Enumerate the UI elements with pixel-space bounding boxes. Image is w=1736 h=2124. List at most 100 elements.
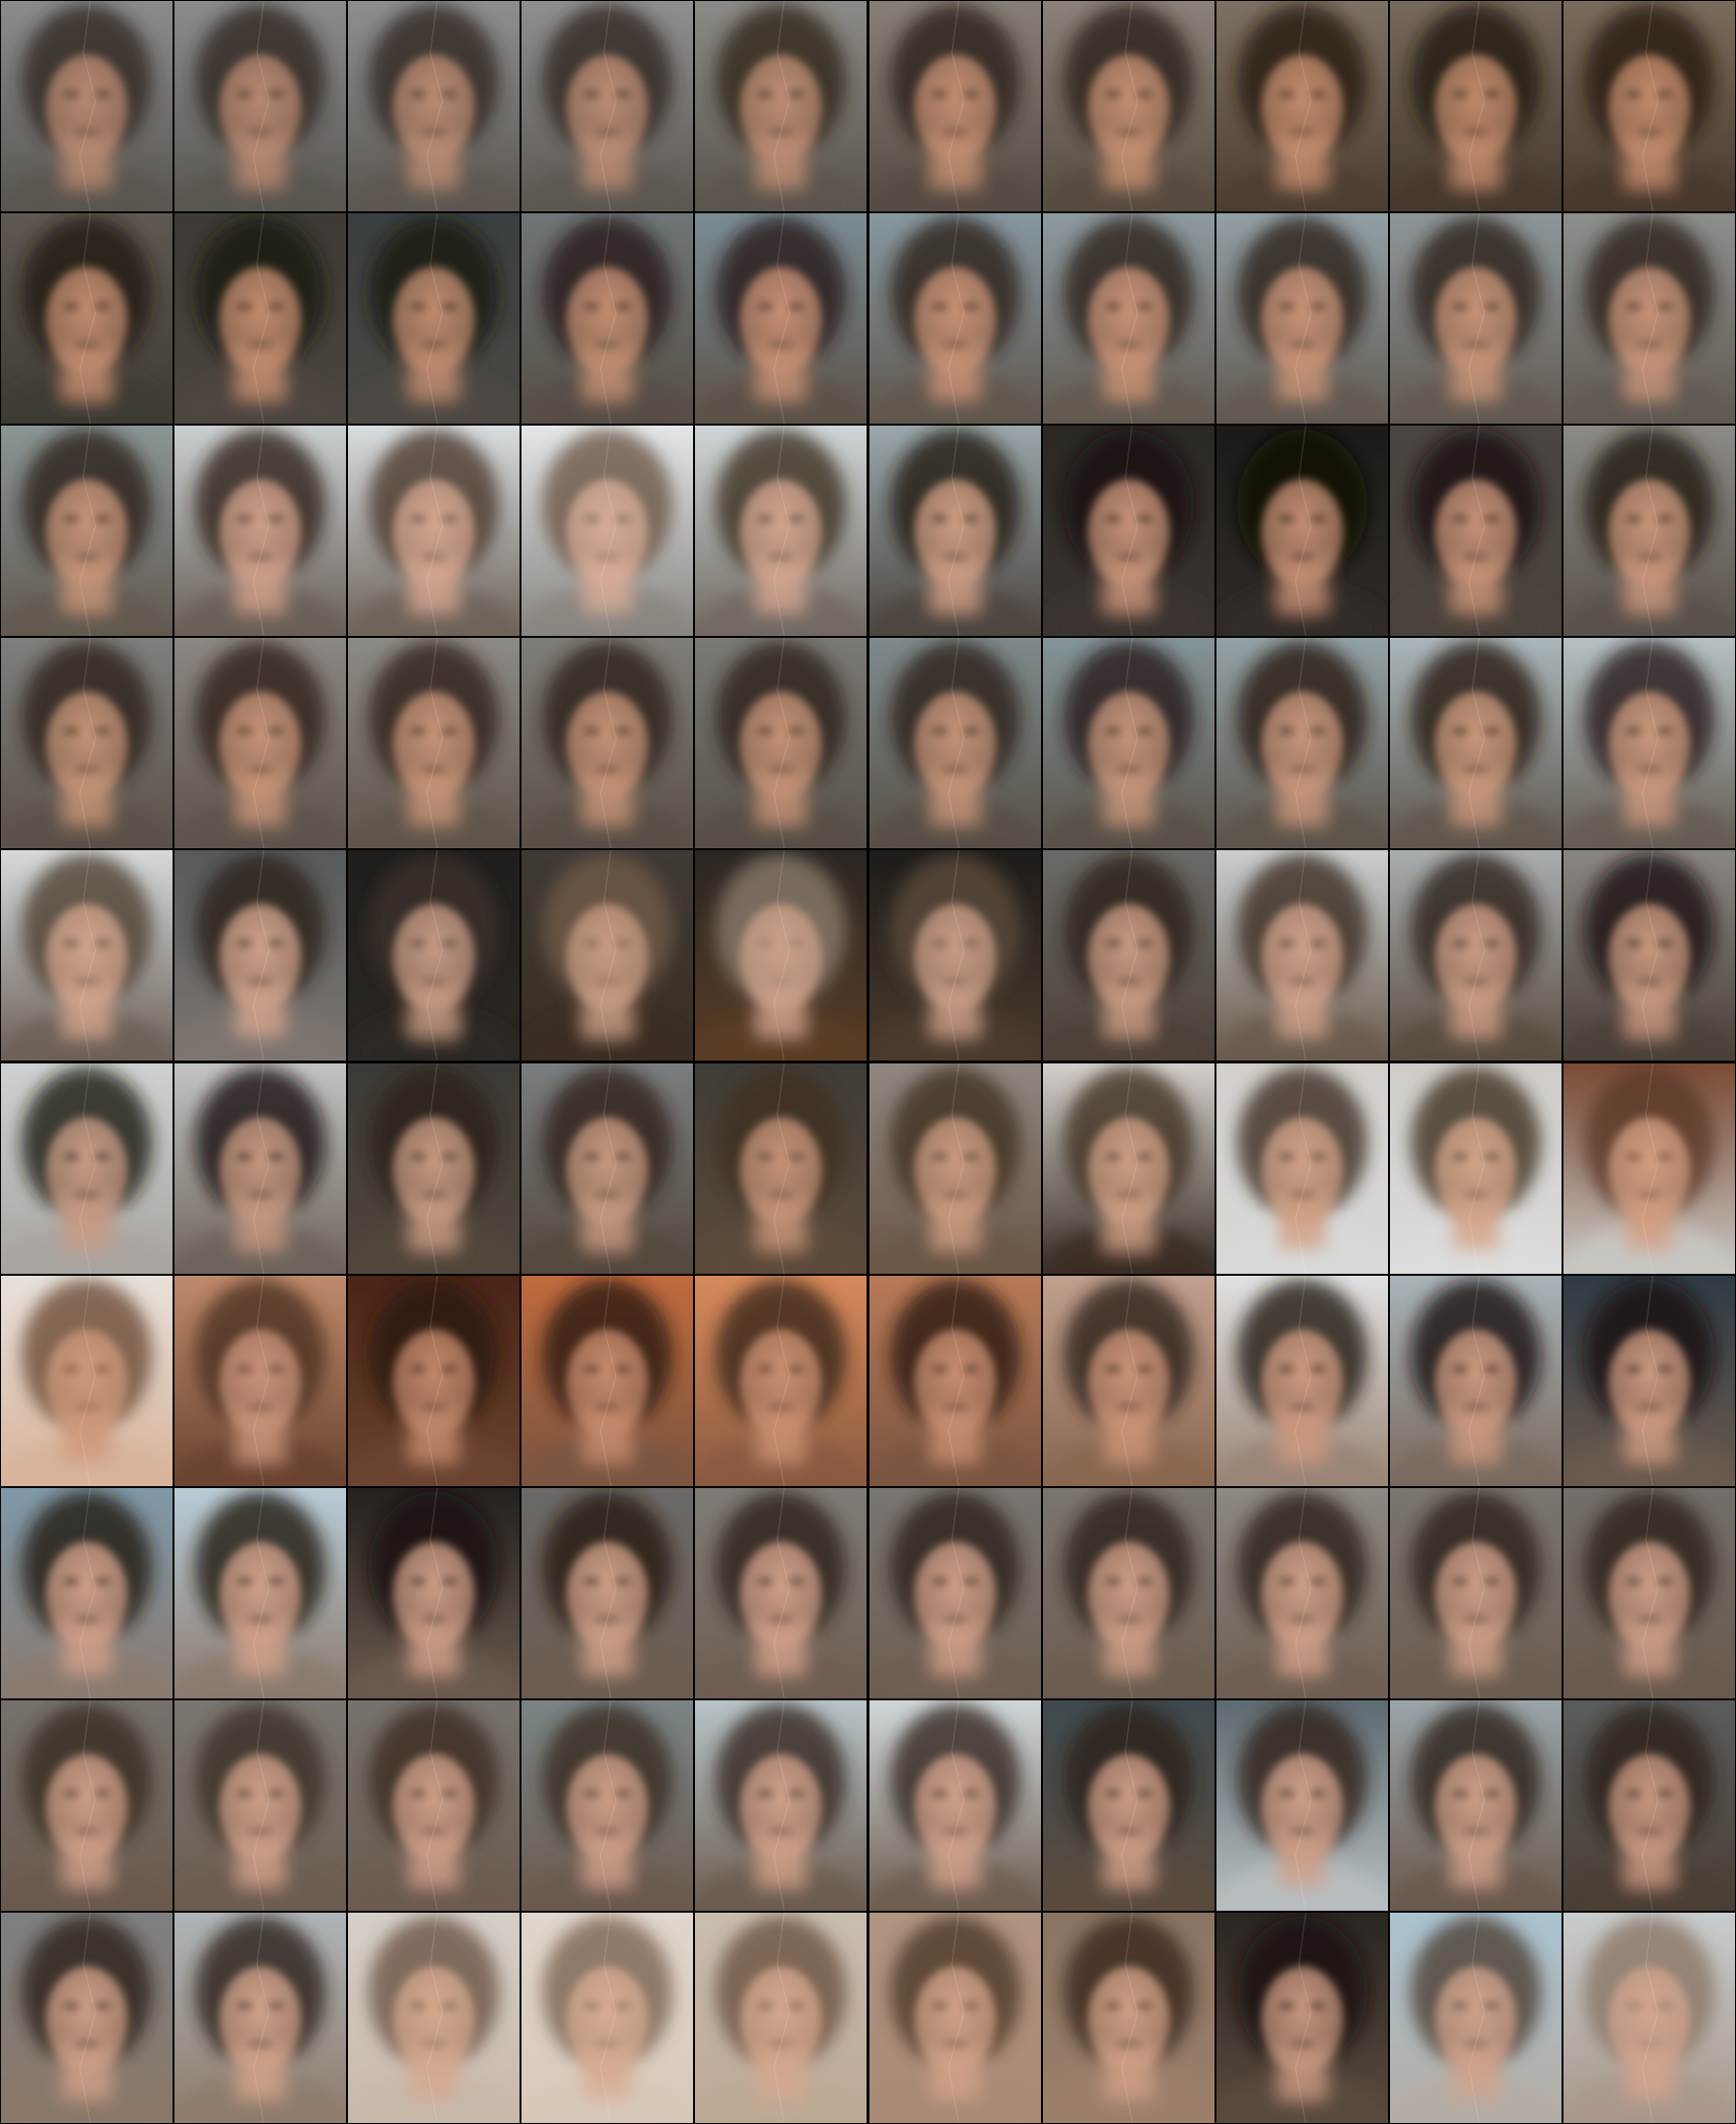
face-tile [1215,1,1388,212]
face-tile [1042,1275,1215,1486]
face-tile [1562,1699,1735,1911]
face-tile [521,1487,694,1698]
face-tile [1042,1699,1215,1911]
face-tile [1562,1275,1735,1486]
face-tile [174,1275,347,1486]
face-tile [1,1912,174,2123]
face-tile [1042,1912,1215,2123]
face-tile [1215,1062,1388,1274]
face-tile [1389,850,1562,1062]
face-tile [348,1699,521,1911]
face-tile [1042,426,1215,637]
face-tile [868,1275,1041,1486]
face-tile [695,850,868,1062]
face-tile [695,1275,868,1486]
face-tile [1389,1699,1562,1911]
face-tile [348,1487,521,1698]
face-tile [1,1275,174,1486]
face-tile [1,213,174,425]
face-tile [1215,638,1388,849]
face-tile [868,1912,1041,2123]
face-tile [348,426,521,637]
face-tile [174,213,347,425]
face-tile [868,1699,1041,1911]
face-tile [868,1,1041,212]
face-tile [695,638,868,849]
face-tile [1,1062,174,1274]
face-tile [1215,1275,1388,1486]
face-tile [174,850,347,1062]
face-tile [1,426,174,637]
face-tile [521,1912,694,2123]
face-tile [1215,1912,1388,2123]
face-tile [1562,213,1735,425]
face-tile [1215,1699,1388,1911]
face-tile [868,213,1041,425]
face-tile [348,213,521,425]
face-tile [521,1275,694,1486]
face-tile [521,1699,694,1911]
face-tile [695,1699,868,1911]
face-tile [1389,426,1562,637]
face-tile [1389,1,1562,212]
face-tile [1042,638,1215,849]
face-tile [1562,1062,1735,1274]
face-tile [1215,426,1388,637]
face-tile [521,850,694,1062]
face-tile [1042,213,1215,425]
face-tile [1562,426,1735,637]
face-tile [174,1487,347,1698]
face-tile [1,638,174,849]
face-tile [868,638,1041,849]
face-tile [1,850,174,1062]
face-tile [1042,1,1215,212]
face-tile [868,1487,1041,1698]
face-tile [1562,1912,1735,2123]
face-tile [1389,1912,1562,2123]
face-tile [1042,1062,1215,1274]
face-tile [868,850,1041,1062]
face-tile [348,1,521,212]
face-tile [521,426,694,637]
face-tile [1215,850,1388,1062]
face-tile [1389,213,1562,425]
face-tile [1389,1275,1562,1486]
face-tile [1,1699,174,1911]
face-tile [1562,638,1735,849]
face-tile [695,213,868,425]
face-tile [868,1062,1041,1274]
face-tile [1389,1062,1562,1274]
face-tile [1215,213,1388,425]
face-tile [174,638,347,849]
face-tile [1042,850,1215,1062]
face-tile [348,1275,521,1486]
face-tile [1042,1487,1215,1698]
face-tile [695,1,868,212]
face-tile [1215,1487,1388,1698]
face-tile [174,1062,347,1274]
face-tile [348,1062,521,1274]
face-tile [348,850,521,1062]
face-tile [521,213,694,425]
face-tile [521,638,694,849]
face-tile [521,1,694,212]
face-tile [174,1912,347,2123]
face-tile [1562,1487,1735,1698]
face-tile [521,1062,694,1274]
face-tile [1389,1487,1562,1698]
face-tile [1389,638,1562,849]
face-tile [1562,1,1735,212]
face-tile [695,1487,868,1698]
face-tile [174,426,347,637]
face-tile [348,638,521,849]
face-tile [174,1699,347,1911]
face-tile [1,1,174,212]
face-tile [1,1487,174,1698]
face-tile [868,426,1041,637]
face-tile [1562,850,1735,1062]
face-tile [174,1,347,212]
face-tile [695,1062,868,1274]
face-tile [695,426,868,637]
face-tile [348,1912,521,2123]
